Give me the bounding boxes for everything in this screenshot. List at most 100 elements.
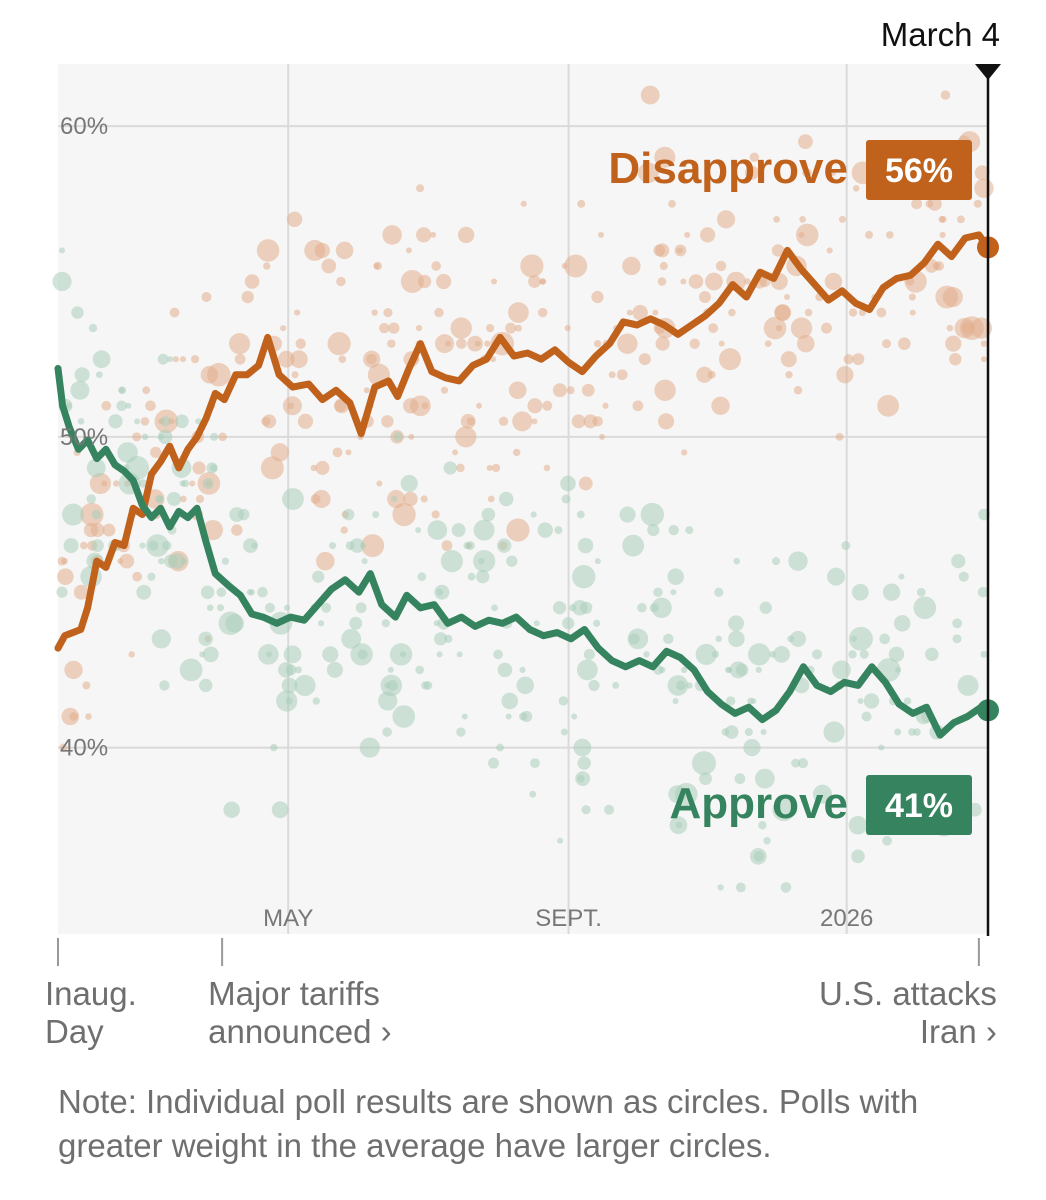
poll-circle [908,293,916,301]
poll-circle [119,553,135,569]
poll-circle [138,479,148,488]
poll-circle [973,199,982,208]
x-axis-labels: MAY SEPT. 2026 [263,905,873,932]
poll-circle [283,645,302,664]
poll-circle [63,538,79,554]
poll-circle [627,628,649,650]
poll-circle [283,604,291,611]
poll-circle [754,768,775,789]
poll-circle [759,601,772,614]
poll-circle [569,604,577,612]
poll-circle [716,210,736,229]
poll-circle [338,355,347,363]
poll-circle [576,659,598,681]
poll-circle [403,491,418,507]
poll-circle [91,509,102,520]
poll-circle [755,666,762,673]
poll-circle [382,727,392,737]
poll-circle [604,804,615,815]
poll-circle [327,332,351,356]
poll-circle [903,697,912,705]
poll-circle [655,336,670,351]
event-label-line2: Day [45,1013,104,1050]
poll-circle [88,323,98,333]
poll-circle [886,231,894,239]
poll-circle [251,542,258,549]
poll-circle [456,463,465,473]
poll-circle [189,480,196,487]
poll-circle [789,630,806,647]
poll-circle [780,351,797,368]
poll-circle [199,651,206,658]
poll-circle [329,542,337,550]
poll-circle [147,572,156,581]
poll-circle [466,417,475,426]
poll-circle [505,322,517,334]
poll-circle [318,620,325,627]
poll-circle [913,596,937,620]
poll-circle [530,758,540,769]
poll-circle [940,90,951,100]
poll-circle [552,601,567,615]
poll-circle [175,414,189,429]
poll-circle [373,262,380,269]
poll-circle [361,534,385,558]
poll-circle [773,215,781,223]
poll-circle [857,697,864,704]
poll-circle [527,398,543,414]
poll-circle [812,784,832,804]
poll-circle [573,738,592,757]
poll-circle [415,665,424,675]
poll-circle [262,414,277,429]
poll-circle [192,461,206,475]
poll-circle [980,650,988,658]
poll-circle [341,628,362,649]
poll-circle [916,587,926,597]
poll-circle [145,400,156,412]
poll-circle [451,523,466,537]
value-badge-disapprove [866,140,972,200]
poll-circle [674,244,687,257]
poll-circle [788,551,808,571]
poll-circle [218,611,243,636]
poll-circle [287,402,295,410]
poll-circle [270,743,278,752]
poll-circle [743,738,761,757]
poll-circle [775,324,783,332]
poll-circle [879,633,890,645]
poll-circle [95,371,103,379]
poll-circle [201,292,212,303]
poll-circle [728,630,745,648]
poll-circle [312,489,331,509]
poll-circle [748,643,771,666]
poll-circle [638,353,651,366]
poll-circle [670,589,677,596]
poll-circle [312,570,325,583]
poll-circle [520,254,544,278]
poll-circle [838,215,846,223]
poll-circle [491,604,498,612]
poll-circle [519,666,526,673]
poll-circle [699,772,712,786]
poll-circle [496,538,512,553]
poll-circle [516,676,535,695]
poll-circle [116,400,127,412]
poll-circle [680,666,688,674]
poll-circle [894,615,911,632]
average-line-disapprove [54,231,992,652]
poll-circle [729,661,747,679]
poll-circle [680,278,687,285]
poll-circle [134,418,141,425]
poll-circle [117,442,138,463]
poll-circle [657,277,667,286]
poll-circle [647,523,660,537]
poll-circle [59,247,65,254]
poll-circle [415,325,423,332]
poll-circle [444,634,453,643]
poll-circle [841,541,851,551]
poll-circle [148,540,159,551]
poll-circle [508,381,527,400]
poll-circle [552,383,567,398]
poll-circle [688,274,704,289]
poll-circle [577,756,591,770]
